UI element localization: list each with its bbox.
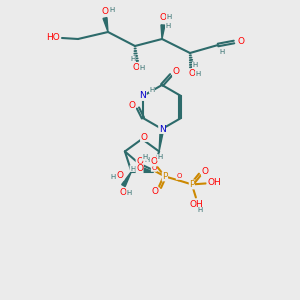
Text: O: O: [136, 157, 143, 166]
Text: O: O: [176, 173, 182, 179]
Text: O: O: [151, 165, 157, 171]
Text: P: P: [162, 172, 168, 181]
Polygon shape: [103, 18, 108, 32]
Text: H: H: [192, 62, 198, 68]
Polygon shape: [159, 129, 164, 152]
Text: O: O: [238, 37, 244, 46]
Text: H: H: [110, 7, 115, 13]
Text: H: H: [195, 71, 201, 77]
Text: H: H: [108, 8, 114, 14]
Text: O: O: [152, 187, 158, 196]
Polygon shape: [161, 25, 165, 39]
Text: O: O: [172, 68, 179, 76]
Text: O: O: [128, 100, 135, 109]
Text: N: N: [159, 124, 165, 134]
Text: H: H: [219, 49, 225, 55]
Text: H: H: [157, 154, 163, 160]
Text: H: H: [197, 207, 202, 213]
Text: O: O: [101, 7, 109, 16]
Text: O: O: [140, 133, 148, 142]
Text: H: H: [144, 157, 149, 163]
Text: N: N: [140, 92, 146, 100]
Text: O: O: [136, 164, 143, 173]
Text: O: O: [150, 157, 158, 166]
Text: H: H: [142, 154, 148, 160]
Text: P: P: [189, 180, 195, 189]
Text: O: O: [188, 70, 196, 79]
Text: H: H: [130, 166, 135, 172]
Text: H: H: [130, 56, 136, 62]
Text: HO: HO: [46, 34, 60, 43]
Text: O: O: [201, 167, 208, 176]
Text: H: H: [140, 65, 145, 71]
Text: OH: OH: [207, 178, 221, 187]
Text: H: H: [111, 174, 116, 180]
Text: H: H: [127, 190, 132, 196]
Text: O: O: [160, 14, 167, 22]
Polygon shape: [139, 167, 153, 172]
Text: H: H: [149, 87, 154, 93]
Text: OH: OH: [189, 200, 203, 209]
Text: H: H: [167, 14, 172, 20]
Text: O: O: [133, 64, 140, 73]
Text: H: H: [165, 23, 171, 29]
Polygon shape: [122, 172, 131, 187]
Text: O: O: [120, 188, 127, 197]
Text: O: O: [117, 171, 124, 180]
Text: O: O: [101, 7, 109, 16]
